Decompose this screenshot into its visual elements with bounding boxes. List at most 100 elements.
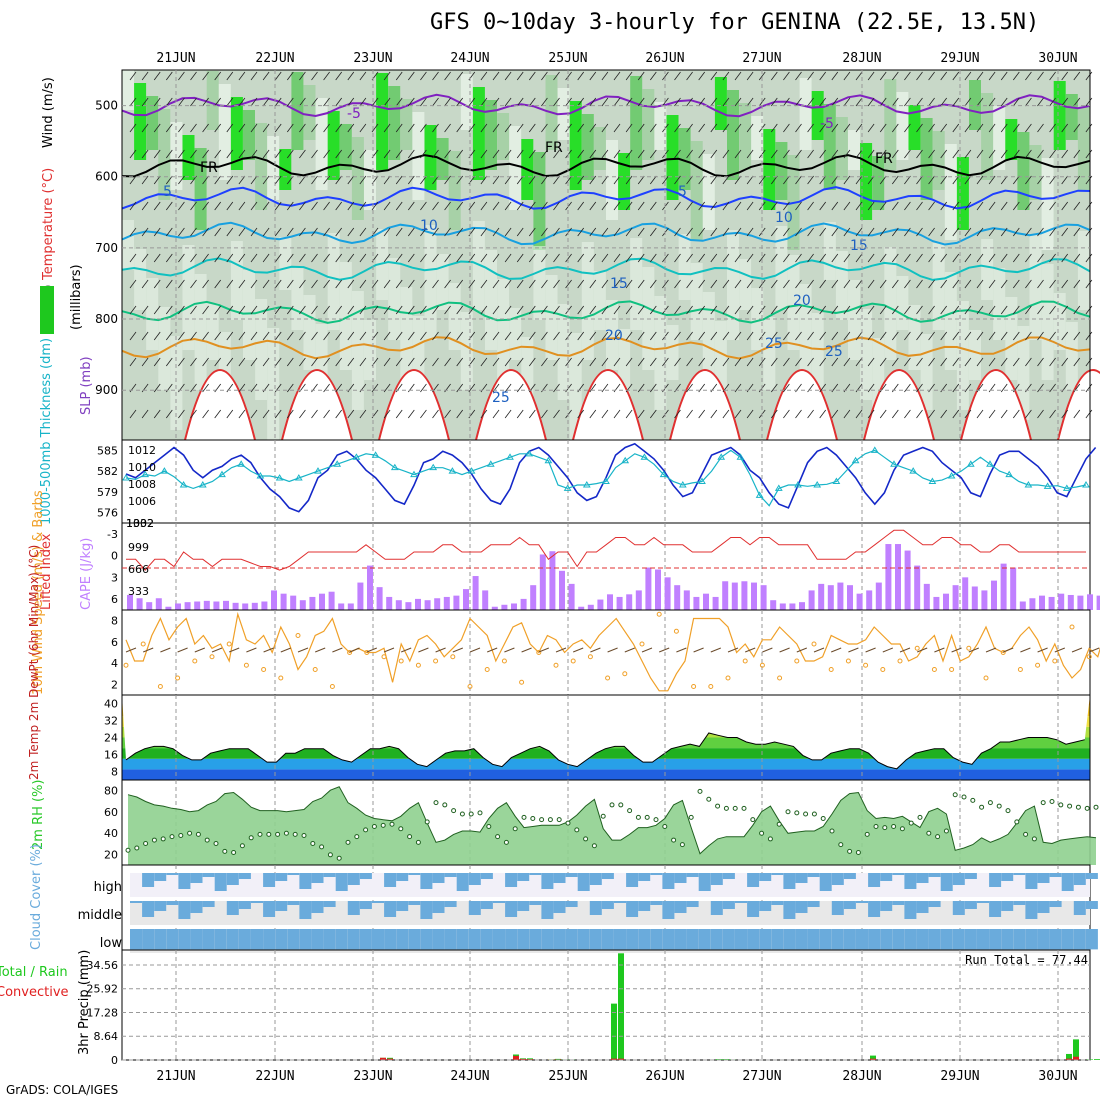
wind-barb — [589, 149, 597, 159]
cloud-bar — [468, 929, 481, 950]
wind-barb — [698, 227, 706, 237]
rh-patch — [485, 250, 497, 350]
cloud-bar — [323, 929, 336, 950]
thickness-marker — [390, 463, 399, 471]
rh-patch — [497, 279, 510, 390]
wind-barb — [601, 253, 609, 263]
cape-bar — [242, 603, 249, 610]
wind-barb — [904, 71, 911, 81]
wind-barb — [141, 71, 149, 81]
wind-barb — [553, 149, 560, 159]
wind-marker — [484, 667, 490, 672]
wind-barb — [1037, 71, 1044, 81]
wind-barb — [202, 149, 209, 159]
wind-barb — [819, 201, 827, 211]
wind-barb — [456, 97, 464, 107]
cloud-bar — [747, 901, 760, 917]
wind-barb — [746, 149, 754, 159]
wind-barb — [444, 201, 451, 211]
wind-barb-10m — [899, 647, 911, 653]
cape-bar — [175, 603, 181, 610]
wind-barb — [879, 97, 887, 107]
rh-patch — [751, 288, 764, 350]
cloud-bar — [396, 873, 409, 881]
wind-barb — [565, 123, 572, 133]
cape-bar — [386, 596, 393, 610]
cloud-bar — [396, 901, 409, 911]
wind-barb — [1073, 227, 1081, 237]
rh-patch — [630, 238, 643, 330]
wind-barb — [468, 201, 476, 211]
wind-barb — [976, 97, 984, 107]
wind-barb — [879, 71, 887, 81]
wind-barb — [770, 227, 778, 237]
wind-barb — [286, 227, 294, 237]
wind-barb — [674, 97, 681, 107]
cloud-bar — [311, 929, 324, 950]
cloud-bar — [686, 873, 699, 877]
wind-barb — [395, 305, 403, 315]
wind-barb — [286, 357, 294, 367]
wind-barb — [383, 331, 391, 341]
cape-bar — [933, 596, 940, 610]
thickness-marker — [122, 474, 130, 481]
wind-barb — [395, 409, 403, 419]
cape-tick: 999 — [128, 541, 149, 554]
wind-barb — [710, 305, 718, 315]
cloud-bar — [432, 901, 445, 913]
wind-barb — [795, 149, 802, 159]
cloud-bar — [420, 873, 433, 889]
wind-barb — [722, 227, 730, 237]
wind-barb — [420, 409, 427, 419]
contour-label: -5 — [820, 116, 834, 132]
wind-barb — [795, 279, 802, 289]
wind-barb — [976, 149, 984, 159]
rh2m-marker — [785, 809, 791, 815]
wind-barb — [541, 97, 548, 107]
cloud-level-label: high — [94, 880, 122, 895]
wind-barb — [698, 305, 706, 315]
rh2m-marker — [292, 831, 298, 837]
wind-barb — [1085, 201, 1093, 211]
wind-barb — [613, 123, 621, 133]
wind-barb — [444, 175, 451, 185]
wind-barb — [613, 253, 621, 263]
wind-marker — [1086, 654, 1092, 660]
wind-barb — [359, 201, 367, 211]
wind-barb — [262, 175, 270, 185]
cloud-label: Cloud Cover (%) — [29, 844, 44, 950]
rh2m-marker — [715, 803, 721, 809]
rh2m-marker — [908, 820, 914, 826]
wind-barb — [734, 123, 742, 133]
cape-bar — [539, 554, 546, 610]
wind-barb — [1000, 149, 1008, 159]
cloud-bar — [275, 901, 288, 911]
wind-barb — [1061, 253, 1069, 263]
wind-barb-10m — [246, 647, 257, 653]
slp-line — [125, 442, 1097, 513]
wind-barb — [783, 201, 790, 211]
wind-barb — [1073, 357, 1081, 367]
wind-barb — [649, 357, 657, 367]
wind-marker — [175, 675, 181, 681]
wind-marker — [450, 654, 456, 660]
precip-convective-bar — [520, 1058, 526, 1060]
wind-barb — [1000, 201, 1008, 211]
wind-barb — [1061, 331, 1069, 341]
rh-patch — [666, 325, 679, 380]
cloud-bar — [771, 873, 784, 875]
wind-barb — [1037, 409, 1044, 419]
wind-barb — [299, 279, 306, 289]
wind-barb — [165, 123, 173, 133]
cloud-bar — [517, 901, 530, 911]
cloud-bar — [819, 929, 832, 950]
wind-barb — [855, 227, 863, 237]
wind-barb — [286, 123, 294, 133]
wind-barb — [565, 331, 572, 341]
wind-barb — [879, 123, 887, 133]
rh-patch — [533, 152, 546, 250]
cloud-bar — [601, 929, 614, 950]
wind-barb — [202, 331, 209, 341]
wind-barb — [202, 97, 209, 107]
wind-barb — [311, 253, 318, 263]
